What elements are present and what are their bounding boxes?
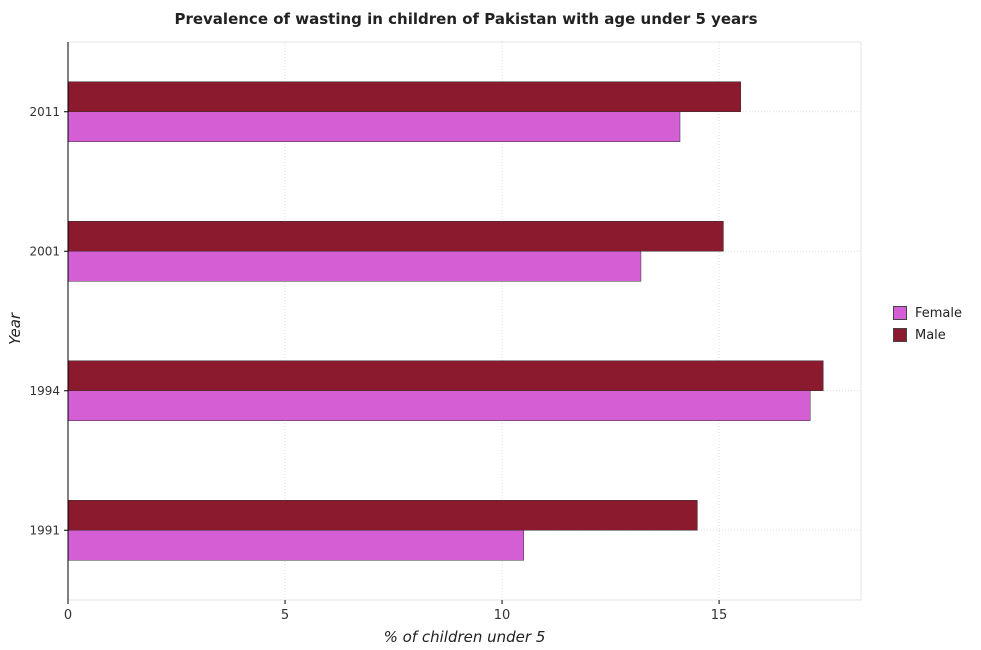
bar-male-1994 — [67, 360, 824, 391]
y-tick-label: 1991 — [29, 523, 60, 537]
x-tick-label: 5 — [281, 608, 289, 623]
legend-swatch-female — [893, 306, 907, 320]
bar-female-2001 — [67, 251, 642, 282]
bar-female-2011 — [67, 111, 681, 142]
legend-label-female: Female — [915, 305, 963, 321]
y-tick-label: 2011 — [29, 105, 60, 119]
bar-female-1994 — [67, 390, 811, 421]
legend: Female Male — [893, 302, 962, 346]
x-tick-label: 10 — [494, 608, 511, 623]
legend-swatch-male — [893, 328, 907, 342]
bar-male-1991 — [67, 500, 698, 531]
bar-male-2011 — [67, 81, 742, 112]
legend-item-female: Female — [893, 302, 962, 324]
bar-female-1991 — [67, 530, 524, 561]
bar-male-2001 — [67, 221, 724, 252]
y-tick-label: 1994 — [29, 384, 60, 398]
x-tick-label: 0 — [64, 608, 72, 623]
legend-label-male: Male — [915, 327, 946, 343]
y-axis-label: Year — [6, 312, 24, 345]
x-axis-label: % of children under 5 — [383, 628, 546, 646]
chart-title: Prevalence of wasting in children of Pak… — [174, 10, 758, 28]
y-tick-label: 2001 — [29, 244, 60, 258]
x-tick-label: 15 — [711, 608, 728, 623]
legend-item-male: Male — [893, 324, 962, 346]
